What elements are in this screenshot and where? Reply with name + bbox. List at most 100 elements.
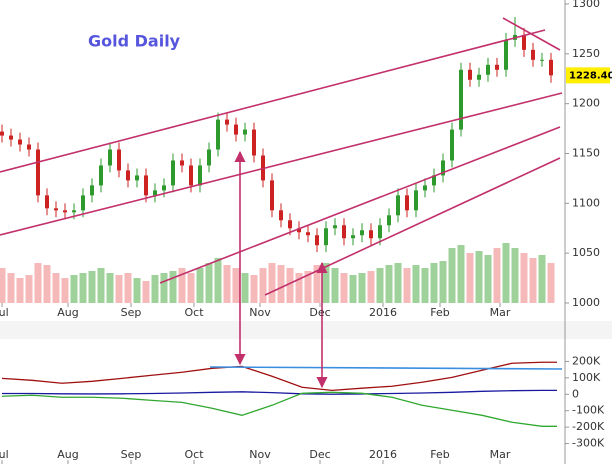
volume-bar <box>304 271 312 303</box>
volume-bar <box>259 268 267 303</box>
volume-bar <box>349 275 357 303</box>
candle-body <box>423 185 427 191</box>
candle-body <box>396 195 400 216</box>
candle-body <box>36 149 40 196</box>
candle-body <box>153 190 157 196</box>
indicator-line <box>1 391 557 427</box>
candle-body <box>531 49 535 60</box>
x-tick-label: 2016 <box>369 306 397 319</box>
x-tick-label: Mar <box>490 448 511 461</box>
y-tick-label: 1150 <box>572 147 600 160</box>
volume-bar <box>520 253 528 303</box>
annotations <box>0 17 563 389</box>
y-tick-label: 1200 <box>572 97 600 110</box>
volume-bar <box>529 258 537 303</box>
trend-line <box>159 126 561 284</box>
candle-body <box>315 235 319 246</box>
chart-title: Gold Daily <box>88 32 181 51</box>
volume-bar <box>376 268 384 303</box>
candle-body <box>270 180 274 211</box>
x-tick-label: Sep <box>121 448 142 461</box>
volume-bar <box>151 275 159 303</box>
last-price-label: 1228.40 <box>569 70 612 81</box>
last-price-box <box>566 67 610 84</box>
volume-bar <box>331 268 339 303</box>
volume-bar <box>358 273 366 303</box>
trend-line <box>0 29 546 173</box>
candle-body <box>108 149 112 166</box>
volume-bar <box>412 265 420 303</box>
volume-bar <box>502 243 510 303</box>
candle-body <box>198 165 202 186</box>
volume-bar <box>88 271 96 303</box>
candle-body <box>378 225 382 239</box>
plot <box>0 16 557 427</box>
volume-bar <box>106 273 114 303</box>
candle-body <box>180 160 184 166</box>
x-tick-label: Feb <box>430 448 449 461</box>
candle-body <box>360 230 364 236</box>
volume-bar <box>97 268 105 303</box>
y-tick-label: 200K <box>572 354 601 367</box>
y-tick-label: 1300 <box>572 0 600 10</box>
volume-bar <box>187 273 195 303</box>
volume-bar <box>160 273 168 303</box>
candle-body <box>189 165 193 186</box>
candle-body <box>81 195 85 211</box>
candle-body <box>243 129 247 135</box>
candle-body <box>144 175 148 196</box>
candle-body <box>477 74 481 80</box>
candle-body <box>162 185 166 191</box>
candle-body <box>27 144 31 150</box>
volume-bar <box>7 273 15 303</box>
y-tick-label: 1050 <box>572 246 600 259</box>
candle-body <box>495 64 499 70</box>
volume-bar <box>52 273 60 303</box>
x-tick-label: Mar <box>490 306 511 319</box>
candle-body <box>9 135 13 140</box>
volume-bar <box>448 248 456 303</box>
volume-bar <box>511 248 519 303</box>
candle-body <box>342 225 346 239</box>
candle-body <box>468 69 472 80</box>
volume-bar <box>43 265 51 303</box>
candle-body <box>486 64 490 75</box>
candle-body <box>90 185 94 196</box>
candle-body <box>333 225 337 229</box>
volume-bar <box>79 273 87 303</box>
y-tick-label: 0 <box>572 387 579 400</box>
candle-body <box>540 59 544 61</box>
volume-bar <box>250 275 258 303</box>
volume-bar <box>430 263 438 303</box>
volume-bar <box>241 273 249 303</box>
volume-bar <box>538 255 546 303</box>
candle-body <box>459 69 463 130</box>
candle-body <box>405 195 409 211</box>
volume-bar <box>547 263 555 303</box>
x-tick-label: Dec <box>309 306 330 319</box>
y-tick-label: 1250 <box>572 47 600 60</box>
volume-bar <box>475 251 483 303</box>
volume-bar <box>493 248 501 303</box>
volume-bar <box>25 275 33 303</box>
candle-body <box>369 230 373 239</box>
candle-body <box>0 131 4 136</box>
volume-bar <box>178 268 186 303</box>
y-tick-label: -200K <box>572 420 605 433</box>
x-tick-label: 2016 <box>369 448 397 461</box>
volume-bar <box>0 268 6 303</box>
candle-body <box>504 39 508 70</box>
candle-body <box>234 124 238 135</box>
x-tick-label: Dec <box>309 448 330 461</box>
candle-body <box>297 228 301 233</box>
volume-bar <box>223 265 231 303</box>
volume-bar <box>394 263 402 303</box>
volume-bar <box>457 245 465 303</box>
volume-bar <box>34 263 42 303</box>
candle-body <box>522 34 526 50</box>
candle-body <box>207 149 211 166</box>
candle-body <box>63 210 67 213</box>
candle-body <box>135 175 139 181</box>
candle-body <box>351 235 355 239</box>
